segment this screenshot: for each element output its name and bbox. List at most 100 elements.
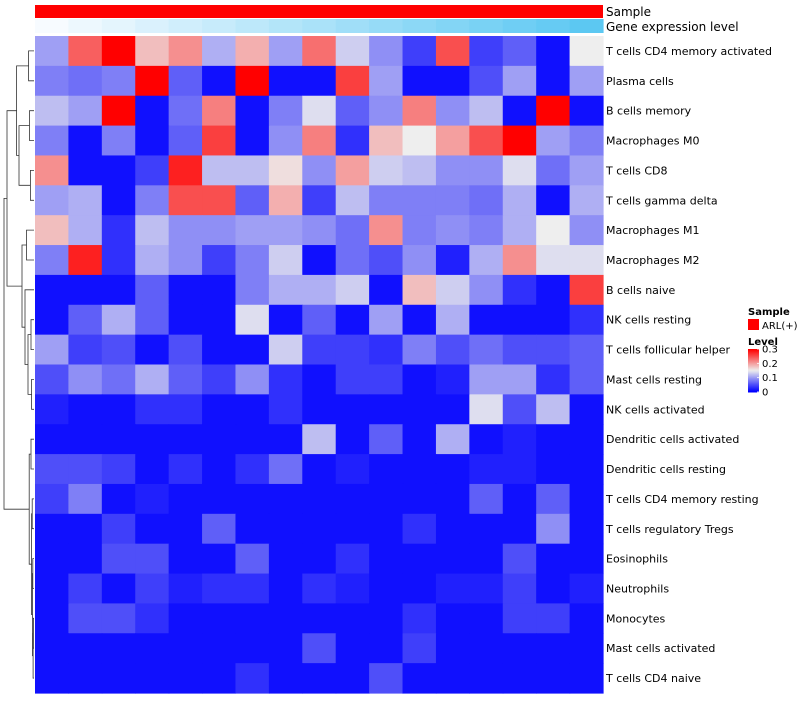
heatmap-cell <box>435 513 470 545</box>
heatmap-cell <box>235 573 270 605</box>
row-label: Macrophages M1 <box>606 224 699 237</box>
heatmap-cell <box>168 125 203 157</box>
colorbar-segment <box>748 387 759 390</box>
row-label: Eosinophils <box>606 553 668 566</box>
heatmap-cell <box>402 394 437 425</box>
heatmap-cell <box>369 663 404 694</box>
heatmap-cell <box>402 633 437 664</box>
heatmap-cell <box>35 424 70 455</box>
heatmap-cell <box>235 424 270 455</box>
row-label: T cells CD4 memory resting <box>605 493 759 506</box>
heatmap-cell <box>68 304 103 336</box>
heatmap-cell <box>569 394 604 425</box>
colorbar-segment <box>748 382 759 384</box>
heatmap-cell <box>536 454 571 485</box>
gene-expression-annotation-cell <box>469 19 504 33</box>
dendrogram-branch <box>16 65 29 156</box>
heatmap-cell <box>402 334 437 366</box>
gene-expression-annotation-cell <box>335 19 370 33</box>
heatmap-cell <box>502 125 537 157</box>
heatmap-cell <box>101 125 136 157</box>
dendrogram-branch <box>3 198 30 510</box>
row-label: Macrophages M2 <box>606 254 699 267</box>
heatmap-cell <box>268 573 303 605</box>
row-label: Dendritic cells resting <box>606 463 726 476</box>
dendrogram-branch <box>30 170 34 201</box>
heatmap-cell <box>135 215 170 246</box>
heatmap-cell <box>202 155 237 186</box>
heatmap-cell <box>536 155 571 186</box>
heatmap-cell <box>235 125 270 157</box>
heatmap-cell <box>302 573 337 605</box>
colorbar-segment <box>748 379 759 381</box>
heatmap-cell <box>569 513 604 545</box>
heatmap-cell <box>469 95 504 127</box>
heatmap-cell <box>168 394 203 425</box>
heatmap-cell <box>68 155 103 186</box>
heatmap-cell <box>168 65 203 97</box>
heatmap-cell <box>101 274 136 306</box>
heatmap-cell <box>402 483 437 515</box>
heatmap-cell <box>335 155 370 186</box>
heatmap-cell <box>335 633 370 664</box>
heatmap-cell <box>335 603 370 634</box>
heatmap-cell <box>402 454 437 485</box>
heatmap-cell <box>569 215 604 246</box>
heatmap-cell <box>569 424 604 455</box>
heatmap-cell <box>536 215 571 246</box>
heatmap-cell <box>101 663 136 694</box>
heatmap-cell <box>168 454 203 485</box>
colorbar-segment <box>748 360 759 363</box>
heatmap-cell <box>536 185 571 216</box>
heatmap-cell <box>235 603 270 634</box>
heatmap-cell <box>168 573 203 605</box>
colorbar-segment <box>748 359 759 362</box>
heatmap-cell <box>35 65 70 97</box>
heatmap-cell <box>536 483 571 515</box>
heatmap-cell <box>569 483 604 515</box>
dendrogram-branch <box>31 498 34 530</box>
heatmap-cell <box>302 304 337 336</box>
heatmap-cell <box>569 633 604 664</box>
heatmap-cell <box>235 155 270 186</box>
heatmap-cell <box>202 633 237 664</box>
heatmap-cell <box>569 245 604 276</box>
heatmap-cell <box>235 245 270 276</box>
heatmap-cell <box>68 274 103 306</box>
heatmap-cell <box>68 36 103 67</box>
heatmap-cell <box>268 125 303 157</box>
heatmap-cell <box>369 125 404 157</box>
heatmap-cell <box>335 274 370 306</box>
colorbar-segment <box>748 383 759 385</box>
heatmap-cell <box>536 513 571 545</box>
heatmap-cell <box>536 125 571 157</box>
heatmap-cell <box>502 483 537 515</box>
dendrogram-branch <box>30 319 34 350</box>
heatmap-cell <box>268 155 303 186</box>
heatmap-cell <box>268 603 303 634</box>
row-label: Monocytes <box>606 612 666 625</box>
gene-expression-annotation-cell <box>435 19 470 33</box>
heatmap-cell <box>68 424 103 455</box>
heatmap-cell <box>335 185 370 216</box>
heatmap-cell <box>335 483 370 515</box>
heatmap-cell <box>469 513 504 545</box>
heatmap-cell <box>469 125 504 157</box>
heatmap-cell <box>302 424 337 455</box>
heatmap-cell <box>235 274 270 306</box>
heatmap-cell <box>369 454 404 485</box>
colorbar-segment <box>748 361 759 364</box>
heatmap-cell <box>502 36 537 67</box>
heatmap-cell <box>536 304 571 336</box>
heatmap-cell <box>135 663 170 694</box>
colorbar-segment <box>748 369 759 371</box>
heatmap-cell <box>68 573 103 605</box>
heatmap-cell <box>569 364 604 395</box>
heatmap-cell <box>469 603 504 634</box>
heatmap-cell <box>369 483 404 515</box>
heatmap-cell <box>168 543 203 575</box>
heatmap-cell <box>268 633 303 664</box>
colorbar-tick-label: 0.2 <box>762 359 778 370</box>
heatmap-cell <box>68 215 103 246</box>
